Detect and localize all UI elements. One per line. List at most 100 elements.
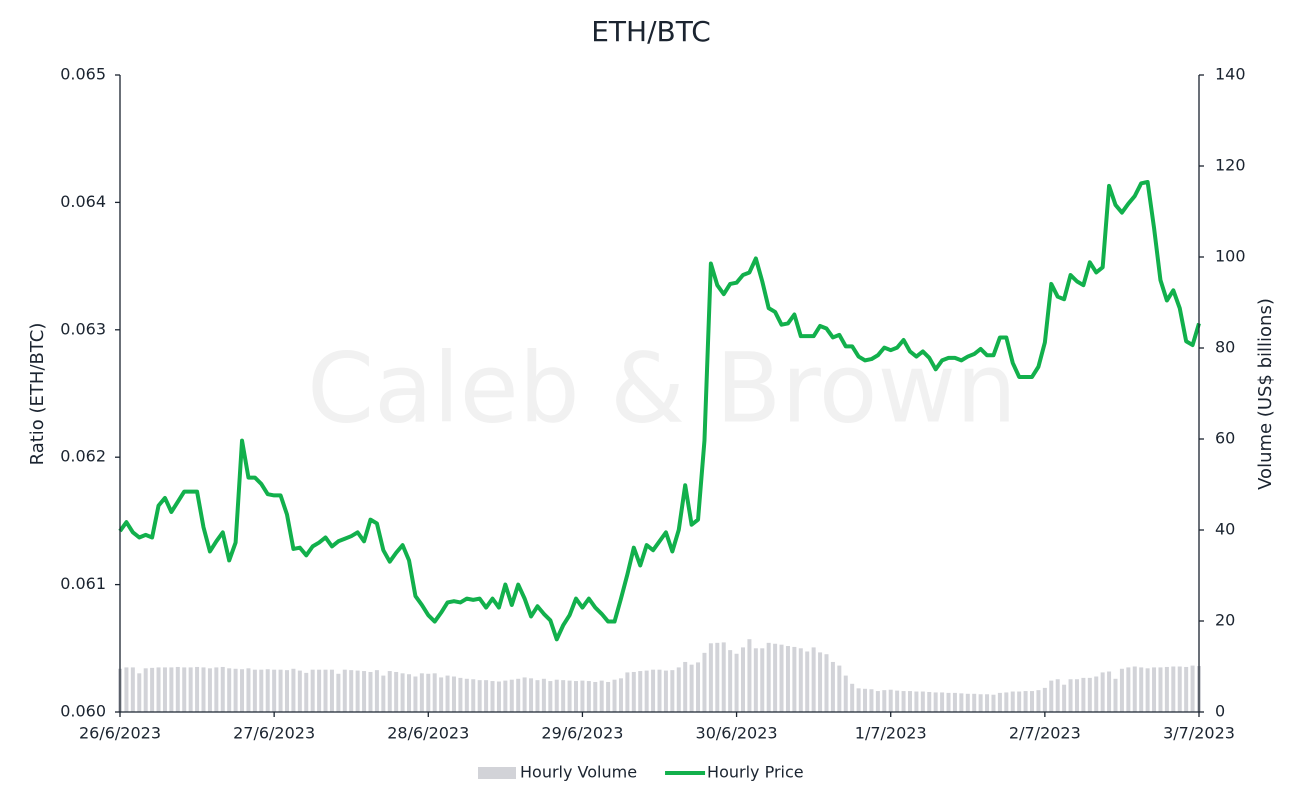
legend-label: Hourly Price (707, 763, 804, 782)
volume-bar (1042, 687, 1047, 712)
volume-bar (471, 679, 476, 712)
volume-bar (310, 669, 315, 712)
volume-bar (349, 670, 354, 712)
volume-bar (323, 669, 328, 712)
volume-bar (1081, 677, 1086, 712)
volume-bar (599, 680, 604, 712)
x-tick-label: 27/6/2023 (233, 724, 315, 743)
volume-bar (374, 670, 379, 712)
volume-bar (760, 648, 765, 712)
y-tick-label: 0.065 (60, 65, 106, 84)
y-tick-label: 0.064 (60, 192, 106, 211)
volume-bar (734, 653, 739, 712)
volume-bar (1087, 677, 1092, 712)
volume-bar (413, 676, 418, 712)
y-tick-label: 0.063 (60, 319, 106, 338)
volume-bar (721, 642, 726, 712)
volume-bar (766, 642, 771, 712)
volume-bar (317, 669, 322, 712)
volume-bar (336, 673, 341, 712)
volume-bar (496, 681, 501, 712)
volume-bar (959, 693, 964, 712)
volume-bar (477, 680, 482, 712)
volume-bar (638, 671, 643, 712)
volume-bar (1177, 666, 1182, 712)
volume-bar (1113, 678, 1118, 712)
volume-bar (702, 652, 707, 712)
volume-bar (150, 667, 155, 712)
volume-bar (676, 667, 681, 712)
watermark: Caleb & Brown (307, 332, 1017, 444)
y2-tick-label: 100 (1215, 247, 1246, 266)
volume-bar (201, 667, 206, 712)
x-tick-label: 2/7/2023 (1009, 724, 1081, 743)
volume-bar (278, 669, 283, 712)
volume-bar (554, 679, 559, 712)
y-tick-label: 0.062 (60, 447, 106, 466)
volume-bar (567, 680, 572, 712)
volume-bar (1010, 691, 1015, 712)
volume-bar (297, 670, 302, 712)
volume-bar (747, 639, 752, 712)
volume-bar (1062, 684, 1067, 712)
y-tick-label: 0.060 (60, 702, 106, 721)
volume-bar (124, 667, 129, 712)
volume-bar (400, 673, 405, 712)
y2-tick-label: 60 (1215, 429, 1235, 448)
volume-bar (888, 689, 893, 712)
y2-tick-label: 0 (1215, 702, 1225, 721)
volume-bar (1126, 667, 1131, 712)
volume-bar (1030, 691, 1035, 712)
volume-bar (895, 690, 900, 712)
volume-bar (618, 678, 623, 712)
x-tick-label: 26/6/2023 (79, 724, 161, 743)
volume-bar (574, 681, 579, 712)
volume-bar (663, 670, 668, 712)
volume-bar (439, 677, 444, 712)
legend-label: Hourly Volume (520, 763, 637, 782)
x-tick-label: 28/6/2023 (387, 724, 469, 743)
volume-bar (824, 654, 829, 712)
volume-bar (407, 674, 412, 712)
volume-bar (875, 691, 880, 712)
volume-bar (535, 680, 540, 712)
volume-bar (362, 671, 367, 712)
volume-bar (561, 680, 566, 712)
volume-bar (818, 652, 823, 712)
volume-bar (548, 681, 553, 712)
volume-bar (1119, 668, 1124, 712)
volume-bar (284, 670, 289, 712)
volume-bar (503, 680, 508, 712)
volume-bar (863, 688, 868, 712)
volume-bar (516, 678, 521, 712)
volume-bar (188, 667, 193, 712)
volume-bar (1055, 679, 1060, 712)
volume-bar (207, 668, 212, 712)
volume-bar (850, 683, 855, 712)
volume-bar (426, 673, 431, 712)
volume-bar (689, 664, 694, 712)
volume-bar (490, 681, 495, 712)
volume-bar (1164, 666, 1169, 712)
volume-bar (1139, 667, 1144, 712)
legend-swatch (478, 767, 516, 779)
volume-bar (773, 643, 778, 712)
volume-bar (451, 676, 456, 712)
volume-bar (342, 669, 347, 712)
x-tick-label: 1/7/2023 (855, 724, 927, 743)
volume-bar (1068, 679, 1073, 712)
volume-bar (368, 671, 373, 712)
volume-bar (1171, 666, 1176, 712)
volume-bar (130, 667, 135, 712)
volume-bar (965, 693, 970, 712)
volume-bar (882, 690, 887, 712)
volume-bar (612, 679, 617, 712)
volume-bar (1158, 667, 1163, 712)
volume-bar (644, 670, 649, 712)
x-tick-label: 3/7/2023 (1163, 724, 1235, 743)
volume-bar (907, 691, 912, 712)
volume-bar (529, 678, 534, 712)
volume-bar (162, 667, 167, 712)
volume-bar (291, 668, 296, 712)
